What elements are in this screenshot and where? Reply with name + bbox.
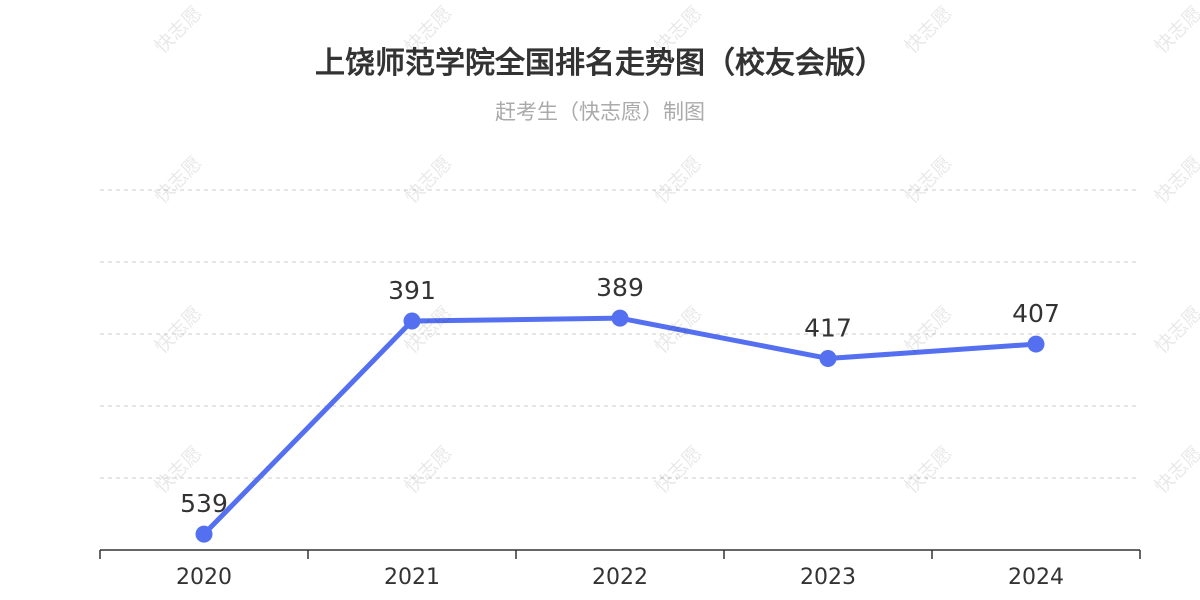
data-label: 417 xyxy=(804,313,852,342)
data-label: 391 xyxy=(388,276,436,305)
data-labels: 539 391 389 417 407 xyxy=(180,273,1060,518)
data-label: 407 xyxy=(1012,299,1060,328)
x-tick-label: 2022 xyxy=(592,565,648,590)
x-tick-label: 2023 xyxy=(800,565,856,590)
x-tick-label: 2020 xyxy=(176,565,232,590)
data-point[interactable] xyxy=(403,312,421,330)
data-point[interactable] xyxy=(195,525,213,543)
data-label: 389 xyxy=(596,273,644,302)
series-line xyxy=(201,315,1039,537)
chart-subtitle: 赶考生（快志愿）制图 xyxy=(495,100,705,124)
grid-lines xyxy=(100,189,1140,479)
x-tick-label: 2024 xyxy=(1008,565,1064,590)
data-points xyxy=(195,309,1045,543)
data-point[interactable] xyxy=(611,309,629,327)
series-line-path xyxy=(201,315,1039,537)
data-point[interactable] xyxy=(819,349,837,367)
chart-title: 上饶师范学院全国排名走势图（校友会版） xyxy=(315,46,885,81)
x-axis: 2020 2021 2022 2023 2024 xyxy=(99,549,1141,590)
x-tick-label: 2021 xyxy=(384,565,440,590)
data-point[interactable] xyxy=(1027,335,1045,353)
data-label: 539 xyxy=(180,489,228,518)
